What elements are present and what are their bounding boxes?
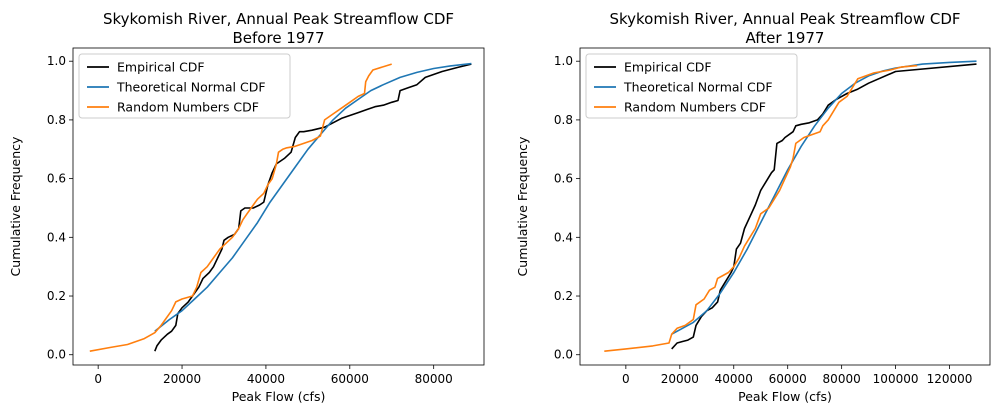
legend-label-theoretical-normal-cdf: Theoretical Normal CDF [116,80,266,95]
x-tick-label: 100000 [873,372,919,386]
legend-label-empirical-cdf: Empirical CDF [624,60,712,75]
chart-title-line2: After 1977 [746,29,825,47]
y-tick-label: 0.8 [47,113,66,127]
chart-title-line1: Skykomish River, Annual Peak Streamflow … [103,10,454,28]
y-tick-label: 0.6 [47,172,66,186]
x-tick-label: 40000 [715,372,753,386]
x-tick-label: 0 [622,372,630,386]
x-tick-label: 20000 [163,372,201,386]
y-tick-label: 1.0 [47,54,66,68]
chart-title-line2: Before 1977 [233,29,325,47]
x-tick-label: 60000 [769,372,807,386]
x-tick-label: 20000 [661,372,699,386]
y-tick-label: 0.0 [554,348,573,362]
x-axis-label: Peak Flow (cfs) [738,389,832,404]
series-line-random-numbers-cdf [604,64,918,352]
series-line-theoretical-normal-cdf [154,62,472,332]
legend-label-empirical-cdf: Empirical CDF [117,60,205,75]
y-tick-label: 0.4 [554,230,573,244]
y-tick-label: 0.2 [47,289,66,303]
series-line-random-numbers-cdf [89,63,392,352]
legend-label-theoretical-normal-cdf: Theoretical Normal CDF [623,80,773,95]
y-axis-label: Cumulative Frequency [515,136,530,276]
x-tick-label: 60000 [331,372,369,386]
x-tick-label: 40000 [247,372,285,386]
y-axis-label: Cumulative Frequency [8,136,23,276]
legend-label-random-numbers-cdf: Random Numbers CDF [624,100,766,115]
chart-after-1977: Skykomish River, Annual Peak Streamflow … [515,10,991,404]
axes-frame [579,47,991,366]
x-axis-label: Peak Flow (cfs) [232,389,326,404]
x-tick-label: 80000 [415,372,453,386]
y-tick-label: 0.8 [554,113,573,127]
x-tick-label: 120000 [927,372,973,386]
x-tick-label: 80000 [823,372,861,386]
y-tick-label: 0.6 [554,172,573,186]
y-tick-label: 0.4 [47,230,66,244]
legend-box [78,53,291,119]
legend-box [585,53,798,119]
y-tick-label: 0.0 [47,348,66,362]
chart-before-1977: Skykomish River, Annual Peak Streamflow … [8,10,485,404]
y-tick-label: 0.2 [554,289,573,303]
y-tick-label: 1.0 [554,54,573,68]
chart-title-line1: Skykomish River, Annual Peak Streamflow … [609,10,960,28]
axes-frame [72,47,485,366]
legend-label-random-numbers-cdf: Random Numbers CDF [117,100,259,115]
x-tick-label: 0 [94,372,102,386]
